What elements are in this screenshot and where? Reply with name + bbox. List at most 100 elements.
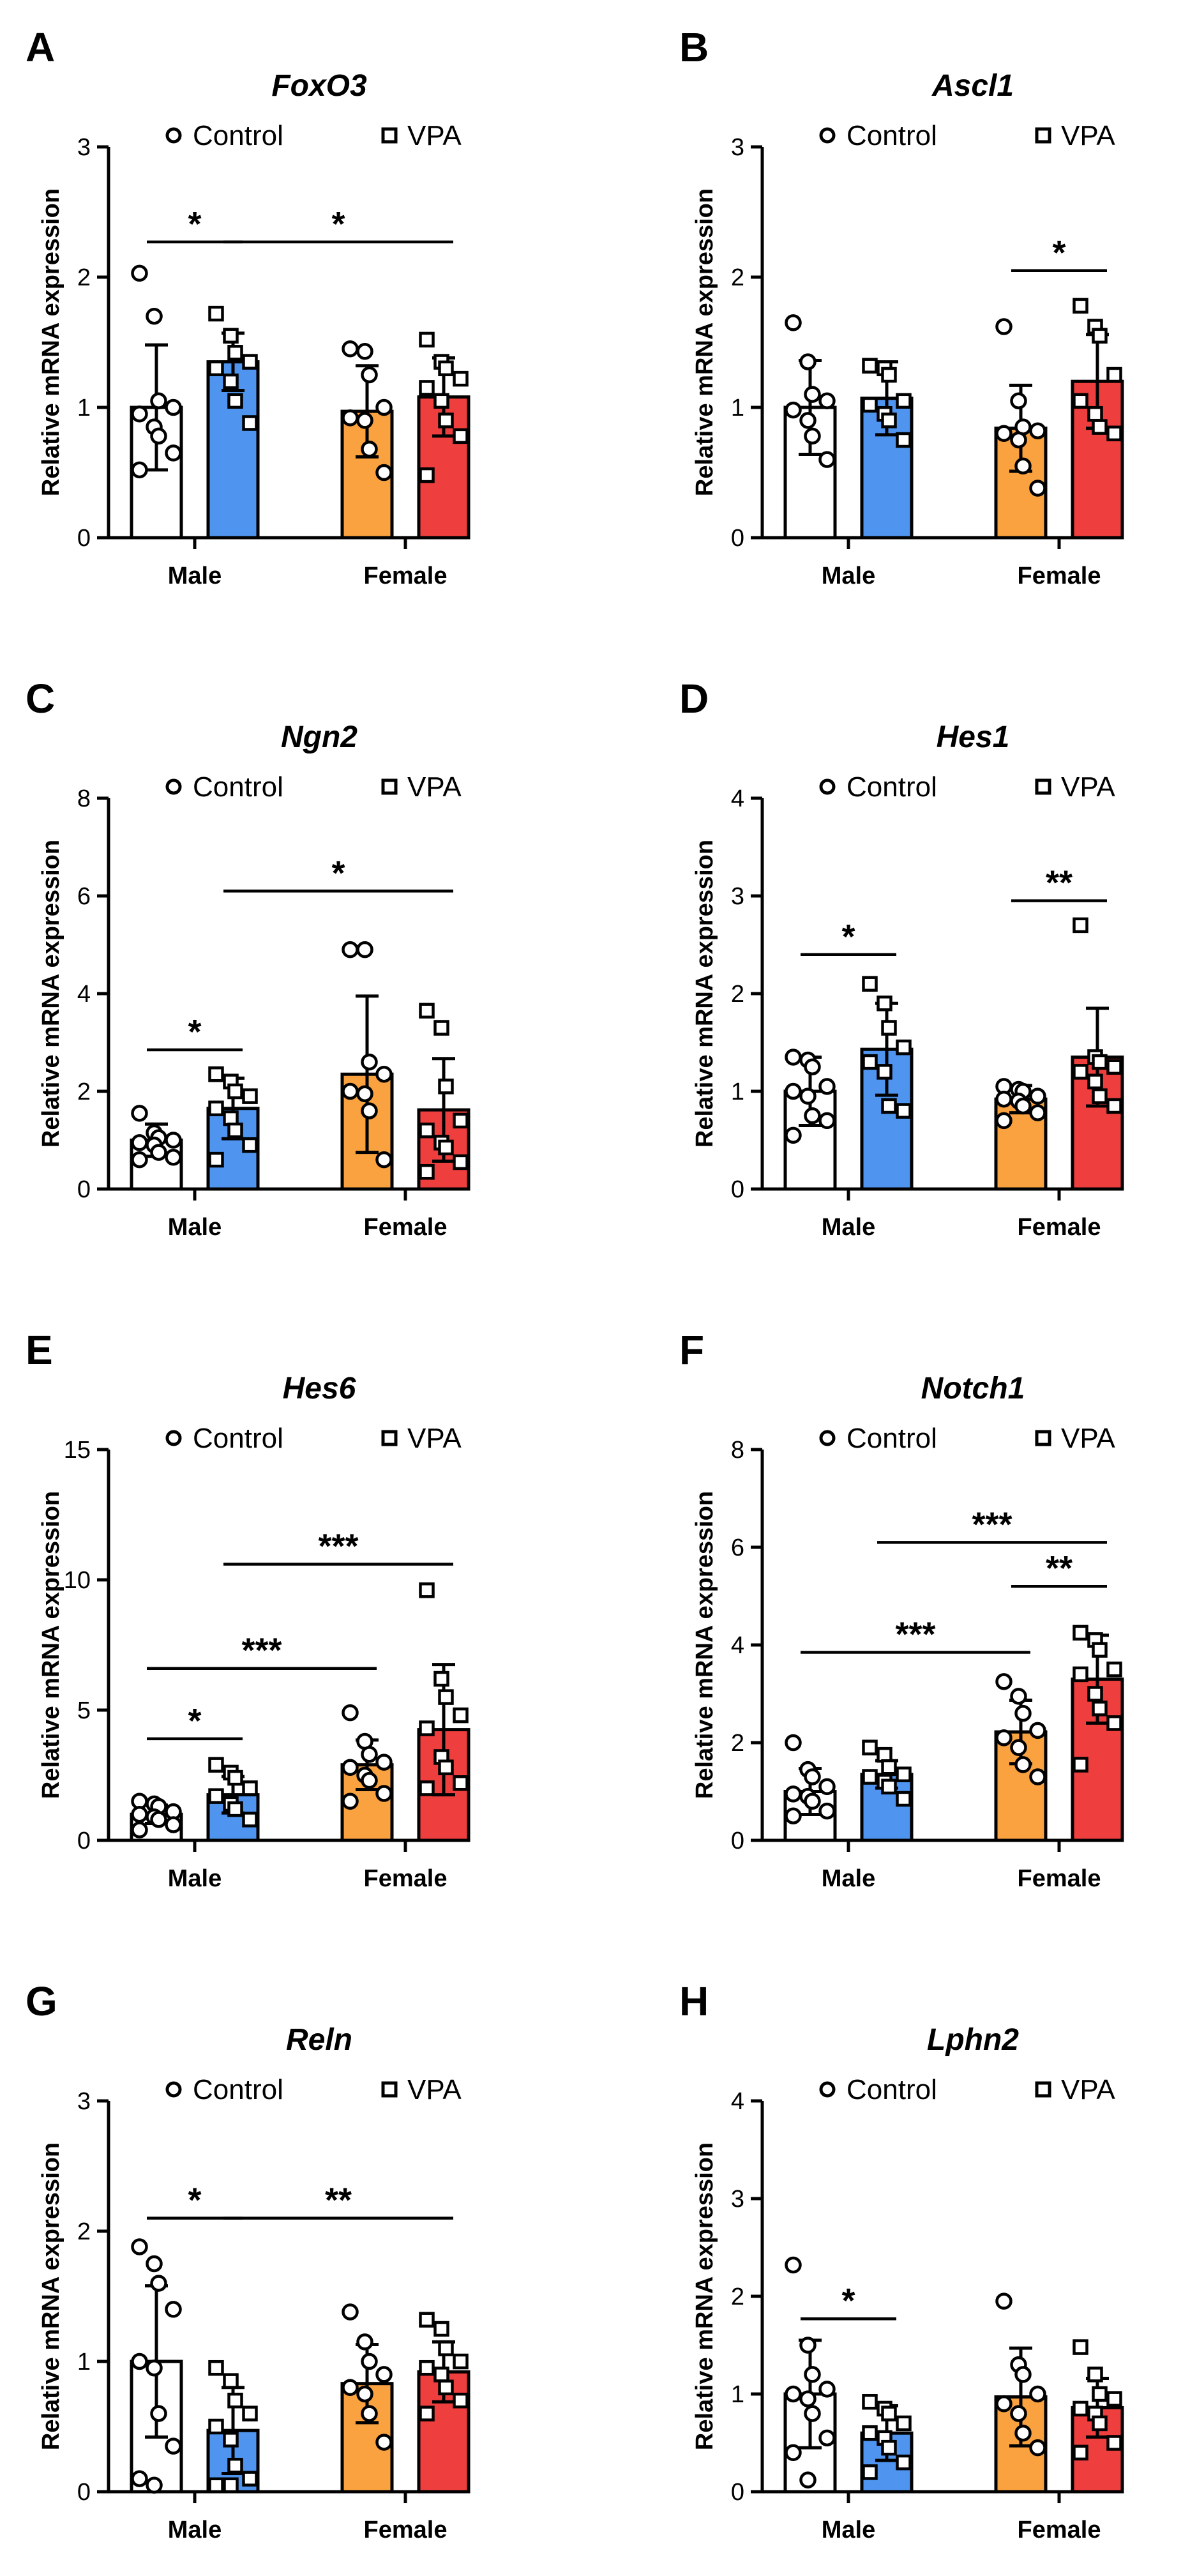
data-point bbox=[1106, 425, 1122, 442]
data-point bbox=[862, 2464, 878, 2480]
data-point bbox=[1010, 1688, 1027, 1705]
data-point bbox=[146, 2359, 163, 2377]
data-point bbox=[227, 1083, 243, 1100]
legend-control-label: Control bbox=[847, 120, 937, 151]
gene-title: Hes1 bbox=[937, 720, 1010, 754]
panel-letter: F bbox=[679, 1327, 704, 1373]
data-point bbox=[785, 1807, 802, 1824]
data-point bbox=[419, 1003, 435, 1019]
y-tick-label: 2 bbox=[77, 1079, 91, 1105]
data-point bbox=[799, 353, 817, 370]
x-group-label-male: Male bbox=[822, 563, 875, 589]
y-tick-label: 0 bbox=[77, 2479, 91, 2506]
data-point bbox=[375, 1754, 393, 1771]
data-point bbox=[208, 1788, 224, 1804]
data-point bbox=[419, 2360, 435, 2376]
data-point bbox=[1029, 422, 1046, 439]
data-point bbox=[438, 413, 454, 428]
x-group-label-female: Female bbox=[364, 563, 448, 589]
panel-letter: C bbox=[26, 676, 55, 722]
data-point bbox=[433, 1671, 449, 1687]
data-point bbox=[1029, 480, 1046, 497]
data-point bbox=[453, 370, 469, 387]
data-point bbox=[342, 2379, 359, 2397]
data-point bbox=[208, 1066, 224, 1082]
data-point bbox=[146, 2476, 163, 2494]
data-point bbox=[1073, 298, 1088, 314]
panel-b: B Ascl1 Control VPA Relative mRNA expression… bbox=[679, 24, 1124, 589]
data-point bbox=[223, 373, 239, 390]
data-point bbox=[242, 2471, 258, 2487]
data-point bbox=[1014, 1097, 1032, 1115]
gene-title: Ngn2 bbox=[281, 720, 358, 754]
data-point bbox=[896, 432, 912, 448]
legend-control-label: Control bbox=[193, 2074, 283, 2105]
x-group-label-male: Male bbox=[168, 2517, 222, 2543]
data-point bbox=[375, 1785, 393, 1802]
data-point bbox=[1087, 1073, 1103, 1089]
data-point bbox=[818, 1802, 836, 1820]
data-point bbox=[1073, 1757, 1088, 1773]
data-point bbox=[1073, 1064, 1088, 1080]
data-point bbox=[1014, 2366, 1032, 2383]
data-point bbox=[242, 1088, 258, 1104]
data-point bbox=[896, 1039, 912, 1056]
panel-letter: A bbox=[26, 24, 55, 70]
data-point bbox=[1073, 2339, 1088, 2355]
data-point bbox=[165, 1149, 182, 1166]
legend-vpa-marker bbox=[1035, 2081, 1051, 2098]
significance-stars: *** bbox=[241, 1632, 282, 1670]
data-point bbox=[1010, 392, 1027, 410]
data-point bbox=[818, 451, 836, 468]
data-point bbox=[881, 1759, 897, 1775]
data-point bbox=[361, 1771, 378, 1789]
data-point bbox=[165, 1816, 182, 1833]
data-point bbox=[453, 2392, 469, 2409]
legend-vpa-label: VPA bbox=[407, 120, 462, 151]
data-point bbox=[361, 366, 378, 384]
data-point bbox=[438, 360, 454, 377]
data-point bbox=[375, 1065, 393, 1083]
data-point bbox=[785, 2385, 802, 2403]
data-point bbox=[453, 1707, 469, 1724]
data-point bbox=[881, 1020, 897, 1036]
legend-control-marker bbox=[165, 1430, 182, 1446]
data-point bbox=[995, 2292, 1013, 2310]
data-point bbox=[131, 461, 148, 479]
data-point bbox=[433, 1020, 449, 1036]
data-point bbox=[131, 1105, 148, 1122]
data-point bbox=[131, 264, 148, 282]
data-point bbox=[1073, 1625, 1088, 1641]
x-group-label-male: Male bbox=[168, 563, 222, 589]
data-point bbox=[862, 1769, 878, 1785]
panel-c: C Ngn2 Control VPA Relative mRNA expression 0… bbox=[26, 676, 471, 1241]
data-point bbox=[818, 1778, 836, 1796]
data-point bbox=[208, 2477, 224, 2494]
data-point bbox=[361, 1053, 378, 1071]
data-point bbox=[227, 2392, 243, 2409]
data-point bbox=[799, 1087, 817, 1105]
gene-title: Hes6 bbox=[283, 1372, 356, 1405]
data-point bbox=[804, 1768, 821, 1785]
data-point bbox=[150, 427, 167, 445]
data-point bbox=[342, 340, 359, 358]
data-point bbox=[896, 2415, 912, 2432]
data-point bbox=[1073, 1666, 1088, 1683]
panel-letter: G bbox=[26, 1978, 57, 2024]
data-point bbox=[419, 1780, 435, 1796]
data-point bbox=[165, 2437, 182, 2455]
y-axis-label: Relative mRNA expression bbox=[38, 188, 64, 496]
gene-title: Notch1 bbox=[921, 1372, 1025, 1405]
data-point bbox=[995, 1673, 1013, 1690]
legend-vpa-label: VPA bbox=[1061, 2074, 1115, 2105]
legend-control-marker bbox=[165, 778, 182, 795]
legend-control-label: Control bbox=[847, 2074, 937, 2105]
y-tick-label: 1 bbox=[731, 2381, 744, 2408]
y-axis-label: Relative mRNA expression bbox=[38, 2142, 64, 2450]
y-tick-label: 0 bbox=[731, 2479, 744, 2506]
data-point bbox=[438, 2340, 454, 2356]
legend-vpa-label: VPA bbox=[407, 1423, 462, 1454]
data-point bbox=[881, 2439, 897, 2456]
legend-vpa-marker bbox=[1035, 127, 1051, 144]
